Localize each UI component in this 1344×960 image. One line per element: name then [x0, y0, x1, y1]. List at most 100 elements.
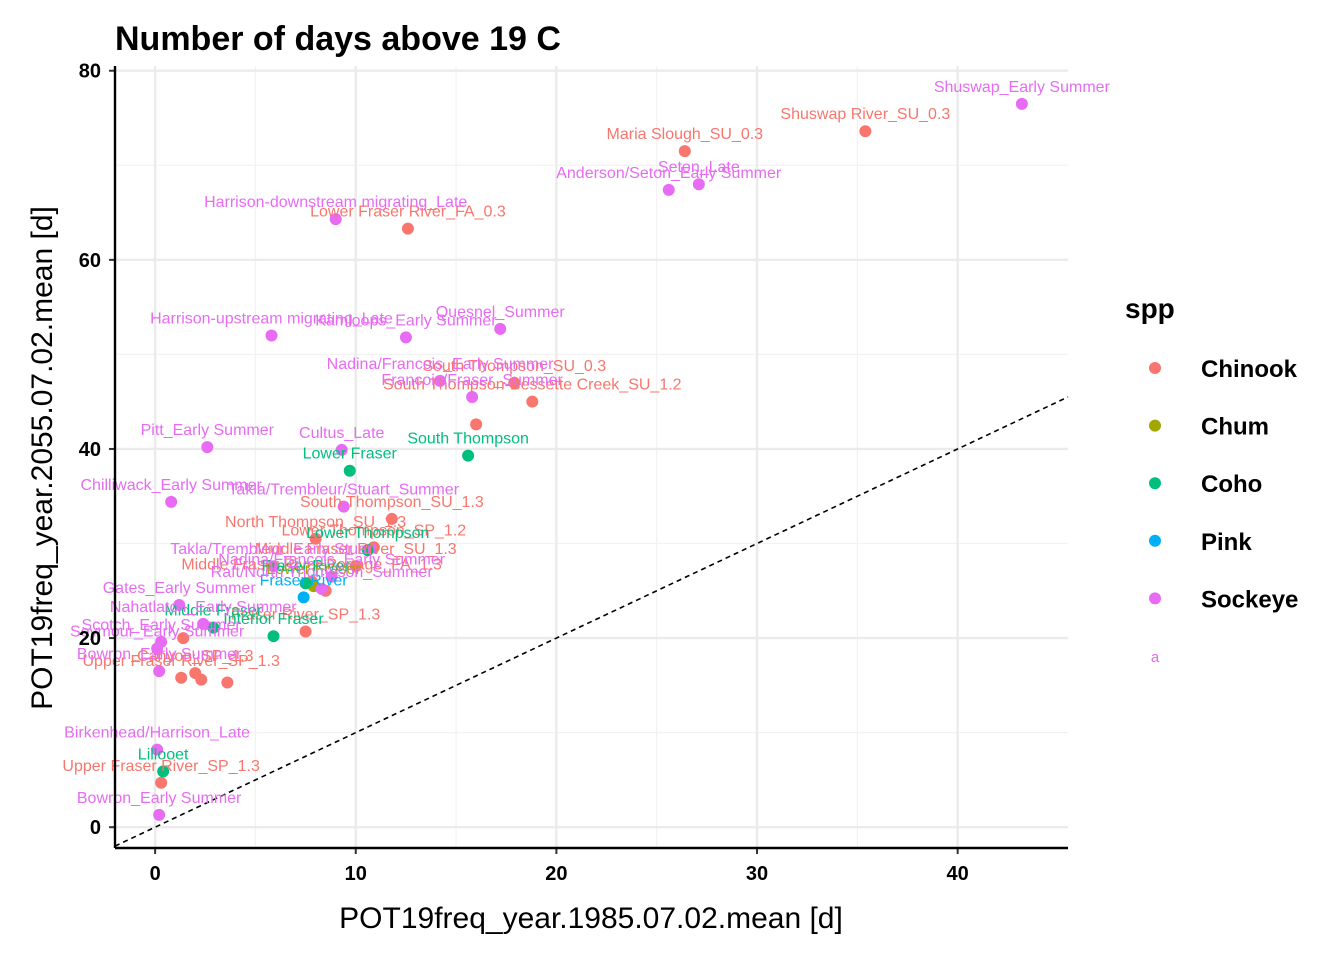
grid [115, 66, 1068, 848]
data-point-chinook [385, 512, 398, 525]
point-label: Nahatlatch_Early Summer [110, 599, 297, 616]
point-label: Bowron_Early Summer [77, 790, 242, 807]
legend-label-pink: Pink [1201, 529, 1252, 556]
point-labels: Shuswap River_SU_0.3 Maria Slough_SU_0.3 L… [62, 79, 1110, 807]
data-point-coho [462, 449, 475, 462]
point-label: Upper Fraser River_SP_1.3 [62, 758, 260, 775]
data-point-chinook [859, 125, 872, 138]
y-tick-label: 80 [79, 61, 101, 83]
legend-key-coho [1149, 477, 1161, 490]
legend-title: spp [1125, 293, 1175, 324]
identity-line [114, 396, 1069, 847]
data-point-coho [361, 544, 374, 557]
data-point-chinook [155, 776, 168, 789]
point-label: Middle Fraser [164, 603, 262, 620]
data-point-sockeye [201, 441, 214, 454]
point-label: Francois/Fraser_Summer [381, 372, 563, 389]
point-label: South Thompson-Bessette Creek_SU_1.2 [383, 377, 682, 394]
y-axis-title: POT19freq_year.2055.07.02.mean [d] [26, 206, 59, 710]
point-label: Quesnel_Summer [436, 304, 566, 321]
chart-title: Number of days above 19 C [115, 20, 561, 58]
data-point-sockeye [329, 213, 342, 226]
x-tick-label: 20 [545, 863, 567, 885]
data-point-sockeye [466, 390, 479, 403]
data-point-sockeye [692, 178, 705, 191]
data-point-chinook [678, 145, 691, 158]
x-tick-label: 40 [947, 863, 969, 885]
point-label: South Thompson_SU_0.3 [422, 358, 606, 375]
legend-label-coho: Coho [1201, 471, 1262, 498]
point-label: Takla/Trembleur_Early Stuart [170, 541, 377, 558]
point-label: Shuswap River_SU_0.3 [780, 106, 950, 123]
point-label: Gates_Early Summer [103, 580, 257, 597]
data-point-sockeye [434, 374, 447, 387]
point-label: Kamloops_Early Summer [315, 312, 497, 329]
y-tick-label: 20 [79, 628, 101, 650]
data-point-sockeye [662, 183, 675, 196]
point-label: Fraser River_SP_1.3 [231, 606, 380, 623]
point-label: Pitt_Early Summer [141, 422, 275, 439]
data-point-sockeye [1015, 97, 1028, 110]
data-point-sockeye [494, 322, 507, 335]
legend-label-chum: Chum [1201, 414, 1269, 441]
y-tick-label: 0 [90, 817, 101, 839]
x-tick-label: 30 [746, 863, 768, 885]
data-point-chinook [221, 676, 234, 689]
point-label: South Thompson_SU_1.3 [300, 494, 484, 511]
point-label: Lower Fraser [303, 446, 398, 463]
point-label: Harrison-upstream migrating_Late [150, 310, 393, 327]
legend-key-pink [1149, 534, 1161, 547]
data-point-chinook [175, 671, 188, 684]
data-point-coho [207, 621, 220, 634]
data-point-coho [267, 630, 280, 643]
data-point-chinook [177, 632, 190, 645]
point-label: Birkenhead/Harrison_Late [64, 725, 250, 742]
point-label: Takla/Trembleur/Stuart_Summer [228, 482, 459, 499]
point-label: Seymour_Early Summer [70, 623, 245, 640]
legend-key-chum [1149, 419, 1161, 432]
data-point-sockeye [325, 570, 338, 583]
point-label: Interior Fraser [223, 611, 324, 628]
data-points [151, 97, 1028, 821]
data-point-chinook [508, 376, 521, 389]
point-label: Nadina/Francois_Early Summer [218, 552, 445, 569]
data-point-pink [297, 591, 310, 604]
data-point-sockeye [151, 642, 164, 655]
legend-key-sockeye [1149, 592, 1161, 605]
data-point-sockeye [267, 560, 280, 573]
data-point-chinook [349, 560, 362, 573]
x-tick-label: 0 [150, 863, 161, 885]
data-point-sockeye [315, 582, 328, 595]
point-label: Harrison-downstream migrating_Late [204, 194, 467, 211]
data-point-sockeye [337, 500, 350, 513]
data-point-chinook [195, 673, 208, 686]
data-point-chinook [470, 418, 483, 431]
data-point-chinook [526, 395, 539, 408]
data-point-chinook [309, 532, 322, 545]
data-point-sockeye [335, 443, 348, 456]
x-tick-label: 10 [345, 863, 367, 885]
axes: 0 10 20 30 40 0 20 40 60 80 [79, 61, 1068, 885]
legend-label-sockeye: Sockeye [1201, 586, 1298, 613]
point-label: Lillooet [138, 746, 189, 763]
point-label: Lower Fraser River_FA_0.3 [310, 204, 506, 221]
reference-line [114, 396, 1069, 847]
point-label: Nadina/Francois_Early Summer [327, 356, 554, 373]
point-label: Anderson/Seton_Early Summer [556, 165, 782, 182]
point-label: Scotch_Early Summer [82, 617, 242, 634]
point-label: Chilliwack_Early Summer [80, 477, 262, 494]
point-label: South Thompson [407, 431, 529, 448]
data-point-coho [343, 464, 356, 477]
data-point-coho [299, 577, 312, 590]
data-point-sockeye [153, 665, 166, 678]
data-point-coho [157, 765, 170, 778]
data-point-sockeye [165, 495, 178, 508]
legend: spp Chinook Chum Coho Pink Sockeye a [1125, 293, 1298, 666]
point-label: Middle Fraser River-Portage_FA_1.3 [181, 556, 442, 573]
data-point-sockeye [153, 808, 166, 821]
data-point-sockeye [197, 617, 210, 630]
data-point-chinook [299, 625, 312, 638]
y-tick-label: 40 [79, 439, 101, 461]
point-label: Fraser River [262, 558, 351, 575]
